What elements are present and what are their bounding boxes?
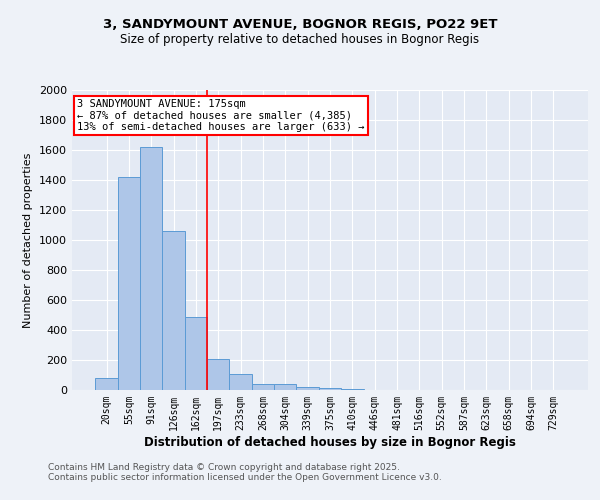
Bar bbox=[95, 378, 118, 390]
Bar bbox=[185, 316, 207, 390]
Text: Contains public sector information licensed under the Open Government Licence v3: Contains public sector information licen… bbox=[48, 472, 442, 482]
Bar bbox=[319, 388, 341, 390]
Bar bbox=[296, 387, 319, 390]
Bar bbox=[140, 147, 163, 390]
Text: Contains HM Land Registry data © Crown copyright and database right 2025.: Contains HM Land Registry data © Crown c… bbox=[48, 462, 400, 471]
X-axis label: Distribution of detached houses by size in Bognor Regis: Distribution of detached houses by size … bbox=[144, 436, 516, 448]
Bar bbox=[341, 388, 364, 390]
Text: 3 SANDYMOUNT AVENUE: 175sqm
← 87% of detached houses are smaller (4,385)
13% of : 3 SANDYMOUNT AVENUE: 175sqm ← 87% of det… bbox=[77, 99, 365, 132]
Bar bbox=[229, 374, 252, 390]
Bar bbox=[274, 384, 296, 390]
Bar bbox=[163, 231, 185, 390]
Y-axis label: Number of detached properties: Number of detached properties bbox=[23, 152, 34, 328]
Bar bbox=[252, 384, 274, 390]
Text: Size of property relative to detached houses in Bognor Regis: Size of property relative to detached ho… bbox=[121, 32, 479, 46]
Bar bbox=[118, 177, 140, 390]
Text: 3, SANDYMOUNT AVENUE, BOGNOR REGIS, PO22 9ET: 3, SANDYMOUNT AVENUE, BOGNOR REGIS, PO22… bbox=[103, 18, 497, 30]
Bar bbox=[207, 359, 229, 390]
